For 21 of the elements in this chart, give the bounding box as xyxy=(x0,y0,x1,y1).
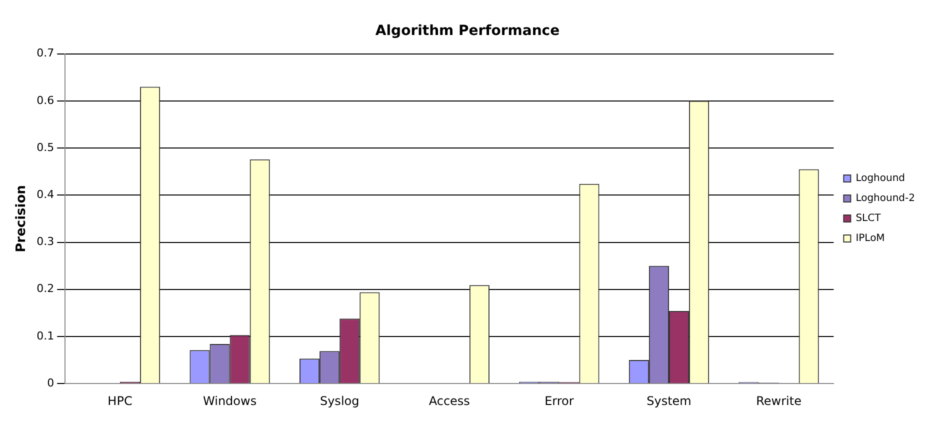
y-tick-label: 0.2 xyxy=(36,282,54,296)
x-tick-label: Access xyxy=(428,394,470,408)
y-tick-label: 0.7 xyxy=(36,46,54,60)
x-tick-label: System xyxy=(646,394,692,408)
legend-label: Loghound-2 xyxy=(856,193,915,204)
y-tick-label: 0.6 xyxy=(36,94,54,107)
y-tick-label: 0 xyxy=(47,376,54,390)
legend-label: Loghound xyxy=(856,173,906,184)
chart-title: Algorithm Performance xyxy=(375,23,560,40)
x-tick-label: Rewrite xyxy=(756,394,802,408)
y-tick-label: 0.1 xyxy=(36,329,54,342)
y-tick-label: 0.5 xyxy=(36,140,54,154)
y-tick-label: 0.4 xyxy=(36,188,54,201)
x-tick-label: Error xyxy=(544,394,574,408)
y-tick-label: 0.3 xyxy=(36,235,54,248)
legend-label: IPLoM xyxy=(856,233,885,244)
y-axis-title: Precision xyxy=(14,185,30,252)
x-tick-label: HPC xyxy=(108,394,132,408)
x-tick-label: Syslog xyxy=(320,394,360,408)
x-tick-label: Windows xyxy=(203,394,257,408)
legend-label: SLCT xyxy=(856,213,882,224)
